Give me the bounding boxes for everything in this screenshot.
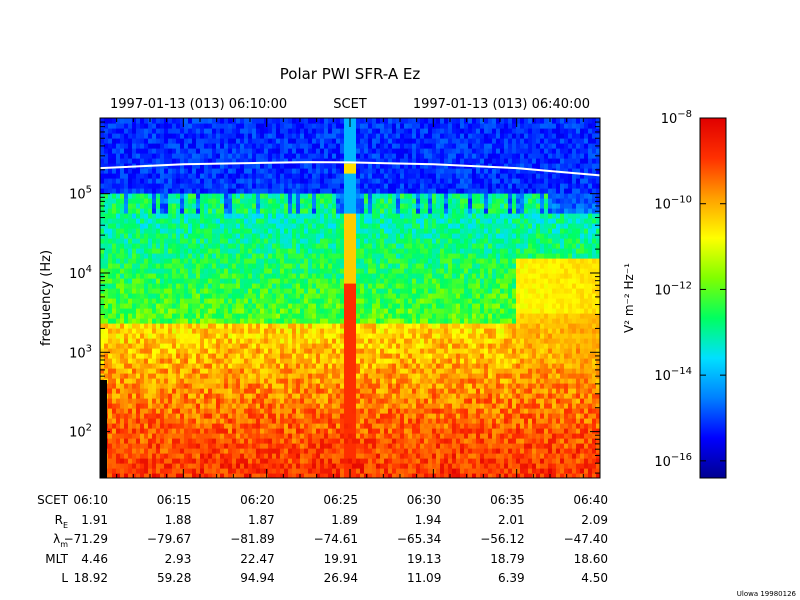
ephemeris-value: 2.01: [498, 513, 525, 527]
ephemeris-value: 22.47: [240, 552, 274, 566]
x-tick-label: 06:40: [573, 493, 608, 507]
ephemeris-value: 18.79: [490, 552, 524, 566]
ephemeris-row-label: MLT: [45, 552, 68, 566]
x-axis: [99, 118, 601, 478]
x-tick-label: 06:20: [240, 493, 275, 507]
ephemeris-value: 4.50: [581, 571, 608, 585]
ephemeris-value: 19.91: [324, 552, 358, 566]
ephemeris-value: −81.89: [230, 532, 274, 546]
ephemeris-row-label: L: [61, 571, 68, 585]
x-tick-label: 06:35: [490, 493, 525, 507]
ephemeris-value: −79.67: [147, 532, 191, 546]
ephemeris-value: 18.60: [574, 552, 608, 566]
colorbar-tick-label: 10−16: [654, 452, 692, 470]
ephemeris-value: −71.29: [64, 532, 108, 546]
colorbar-tick-label: 10−8: [661, 109, 692, 127]
ephemeris-table: SCET 06:10 06:15 06:20 06:25 06:30 06:35 06:40 R…: [37, 493, 608, 585]
colorbar-label: V² m⁻² Hz⁻¹: [622, 263, 636, 333]
ephemeris-value: 2.09: [581, 513, 608, 527]
y-tick-label: 102: [69, 423, 92, 441]
no-data-gap: [100, 380, 107, 478]
ephemeris-value: −65.34: [397, 532, 441, 546]
time-header-end: 1997-01-13 (013) 06:40:00: [413, 97, 590, 112]
ephemeris-value: −74.61: [314, 532, 358, 546]
ephemeris-row-label: RE: [55, 513, 68, 530]
ephemeris-value: 18.92: [74, 571, 108, 585]
ephemeris-value: 11.09: [407, 571, 441, 585]
credit-text: Ulowa 19980126: [737, 590, 797, 598]
ephemeris-value: 26.94: [324, 571, 358, 585]
colorbar-tick-label: 10−14: [654, 366, 692, 384]
ephemeris-value: 1.91: [81, 513, 108, 527]
ephemeris-value: 1.94: [415, 513, 442, 527]
colorbar-ticks: 10−8 10−10 10−12 10−14 10−16: [654, 109, 726, 470]
y-axis-label: frequency (Hz): [39, 250, 54, 346]
x-tick-label: 06:30: [407, 493, 442, 507]
ephemeris-value: 4.46: [81, 552, 108, 566]
ephemeris-value: −56.12: [480, 532, 524, 546]
colorbar: [699, 117, 727, 479]
ephemeris-row-label: λm: [53, 532, 68, 549]
gyrofrequency-line: [100, 161, 600, 177]
time-header-frame: SCET: [333, 97, 367, 112]
ephemeris-value: 2.93: [165, 552, 192, 566]
spectrogram-plot: [100, 118, 600, 478]
chart-title: Polar PWI SFR-A Ez: [280, 65, 421, 83]
colorbar-tick-label: 10−10: [654, 195, 692, 213]
ephemeris-value: 59.28: [157, 571, 191, 585]
ephemeris-row-label: SCET: [37, 493, 69, 507]
ephemeris-value: 19.13: [407, 552, 441, 566]
colorbar-tick-label: 10−12: [654, 280, 692, 298]
ephemeris-value: 1.89: [331, 513, 358, 527]
y-tick-label: 104: [69, 264, 92, 282]
time-header-start: 1997-01-13 (013) 06:10:00: [110, 97, 287, 112]
ephemeris-value: 1.88: [165, 513, 192, 527]
x-tick-label: 06:15: [157, 493, 192, 507]
ephemeris-value: 1.87: [248, 513, 275, 527]
y-axis: 102 103 104 105: [69, 117, 600, 474]
ephemeris-value: −47.40: [564, 532, 608, 546]
x-tick-label: 06:10: [73, 493, 108, 507]
heatmap-cells: [100, 118, 600, 478]
ephemeris-value: 6.39: [498, 571, 525, 585]
y-tick-label: 103: [69, 343, 92, 361]
x-tick-label: 06:25: [323, 493, 358, 507]
ephemeris-value: 94.94: [240, 571, 274, 585]
y-tick-label: 105: [69, 185, 92, 203]
